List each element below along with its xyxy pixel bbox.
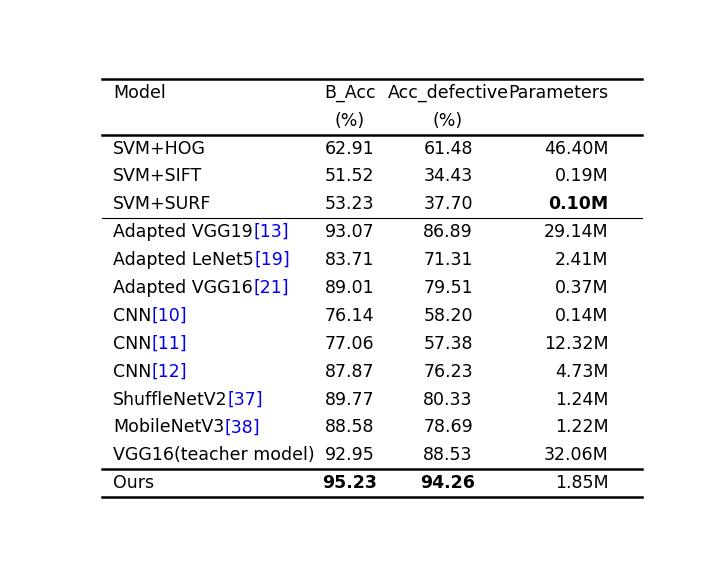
Text: VGG16(teacher model): VGG16(teacher model) [113,447,315,464]
Text: (%): (%) [433,112,463,130]
Text: (%): (%) [335,112,364,130]
Text: 61.48: 61.48 [423,140,473,157]
Text: Parameters: Parameters [508,84,608,102]
Text: [37]: [37] [228,391,264,409]
Text: 83.71: 83.71 [325,251,375,269]
Text: 46.40M: 46.40M [544,140,608,157]
Text: 37.70: 37.70 [423,195,473,213]
Text: 89.77: 89.77 [325,391,375,409]
Text: 34.43: 34.43 [423,168,473,186]
Text: 51.52: 51.52 [325,168,375,186]
Text: [19]: [19] [254,251,290,269]
Text: 92.95: 92.95 [325,447,375,464]
Text: 1.22M: 1.22M [555,418,608,436]
Text: 0.14M: 0.14M [555,307,608,325]
Text: 62.91: 62.91 [325,140,375,157]
Text: 71.31: 71.31 [423,251,473,269]
Text: 76.14: 76.14 [325,307,375,325]
Text: 86.89: 86.89 [423,223,473,241]
Text: 1.24M: 1.24M [555,391,608,409]
Text: 87.87: 87.87 [325,363,375,381]
Text: 78.69: 78.69 [423,418,473,436]
Text: [10]: [10] [152,307,187,325]
Text: 4.73M: 4.73M [555,363,608,381]
Text: 95.23: 95.23 [322,474,377,492]
Text: [12]: [12] [152,363,187,381]
Text: 32.06M: 32.06M [544,447,608,464]
Text: SVM+HOG: SVM+HOG [113,140,206,157]
Text: [11]: [11] [152,335,187,353]
Text: Adapted LeNet5: Adapted LeNet5 [113,251,254,269]
Text: 76.23: 76.23 [423,363,473,381]
Text: [38]: [38] [224,418,260,436]
Text: CNN: CNN [113,335,152,353]
Text: Ours: Ours [113,474,155,492]
Text: 93.07: 93.07 [325,223,375,241]
Text: 79.51: 79.51 [423,279,473,297]
Text: ShuffleNetV2: ShuffleNetV2 [113,391,228,409]
Text: [21]: [21] [253,279,289,297]
Text: 29.14M: 29.14M [544,223,608,241]
Text: 0.37M: 0.37M [555,279,608,297]
Text: SVM+SURF: SVM+SURF [113,195,212,213]
Text: 58.20: 58.20 [423,307,473,325]
Text: Model: Model [113,84,166,102]
Text: B_Acc: B_Acc [324,84,375,102]
Text: 89.01: 89.01 [325,279,375,297]
Text: 2.41M: 2.41M [555,251,608,269]
Text: 88.53: 88.53 [423,447,473,464]
Text: 1.85M: 1.85M [555,474,608,492]
Text: CNN: CNN [113,307,152,325]
Text: 77.06: 77.06 [325,335,375,353]
Text: 57.38: 57.38 [423,335,473,353]
Text: 0.10M: 0.10M [548,195,608,213]
Text: 94.26: 94.26 [420,474,476,492]
Text: 12.32M: 12.32M [544,335,608,353]
Text: 80.33: 80.33 [423,391,473,409]
Text: CNN: CNN [113,363,152,381]
Text: SVM+SIFT: SVM+SIFT [113,168,203,186]
Text: [13]: [13] [253,223,289,241]
Text: 0.19M: 0.19M [555,168,608,186]
Text: Acc_defective: Acc_defective [388,84,508,102]
Text: Adapted VGG19: Adapted VGG19 [113,223,253,241]
Text: MobileNetV3: MobileNetV3 [113,418,224,436]
Text: 88.58: 88.58 [325,418,375,436]
Text: 53.23: 53.23 [325,195,375,213]
Text: Adapted VGG16: Adapted VGG16 [113,279,253,297]
